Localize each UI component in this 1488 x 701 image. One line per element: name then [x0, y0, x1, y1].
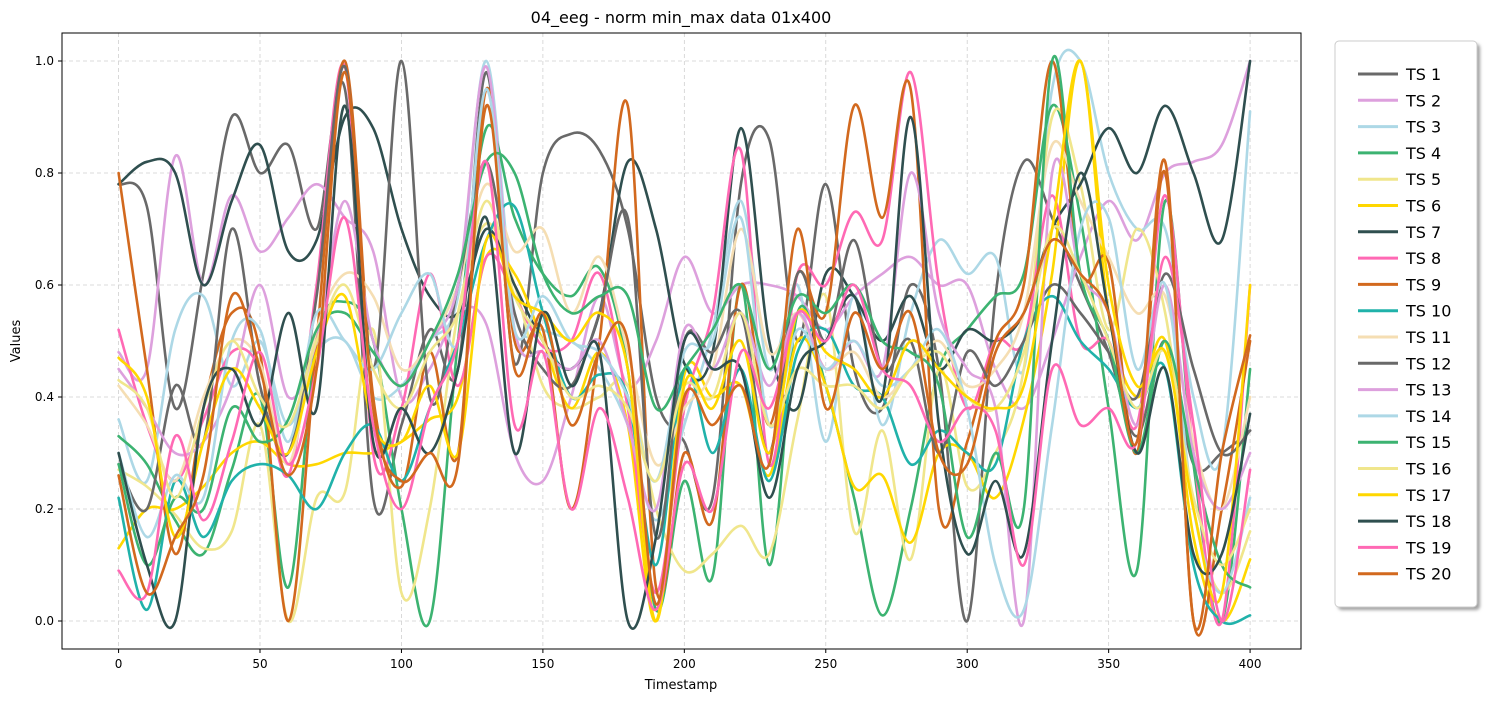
- legend-label-ts-8: TS 8: [1405, 249, 1441, 268]
- chart-title: 04_eeg - norm min_max data 01x400: [531, 8, 832, 28]
- x-tick-label: 200: [673, 657, 696, 671]
- legend-label-ts-6: TS 6: [1405, 197, 1441, 216]
- series-line-ts-20: [117, 70, 1252, 631]
- legend-label-ts-2: TS 2: [1405, 91, 1441, 110]
- y-tick-label: 0.6: [35, 278, 54, 292]
- y-tick-label: 0.4: [35, 390, 54, 404]
- x-tick-label: 300: [956, 657, 979, 671]
- x-tick-label: 0: [115, 657, 123, 671]
- x-axis-label: Timestamp: [644, 678, 718, 693]
- legend-label-ts-17: TS 17: [1405, 486, 1451, 505]
- x-tick-label: 50: [252, 657, 267, 671]
- legend-label-ts-12: TS 12: [1405, 354, 1451, 373]
- y-tick-label: 0.2: [35, 502, 54, 516]
- y-axis-label: Values: [9, 320, 24, 363]
- legend-label-ts-3: TS 3: [1405, 118, 1441, 137]
- legend-label-ts-5: TS 5: [1405, 170, 1441, 189]
- legend-box: [1334, 40, 1478, 608]
- y-tick-label: 0.0: [35, 614, 54, 628]
- legend: TS 1 TS 2 TS 3 TS 4 TS 5 TS 6 TS 7 TS 8 TS 9 TS 1…: [1334, 40, 1478, 608]
- x-tick-label: 250: [814, 657, 837, 671]
- plot-frame: [61, 32, 1302, 650]
- legend-label-ts-9: TS 9: [1405, 275, 1441, 294]
- y-tick-label: 1.0: [35, 54, 54, 68]
- legend-label-ts-11: TS 11: [1405, 328, 1451, 347]
- series-line-ts-15: [117, 55, 1252, 589]
- x-tick-label: 350: [1097, 657, 1120, 671]
- legend-label-ts-19: TS 19: [1405, 538, 1451, 557]
- x-tick-label: 100: [390, 657, 413, 671]
- y-tick-label: 0.8: [35, 166, 54, 180]
- x-axis-ticks: 0 50 100 150 200 250 300 350 400: [115, 649, 1262, 671]
- series-line-ts-18: [117, 104, 1252, 630]
- x-tick-label: 150: [531, 657, 554, 671]
- series-lines: [117, 48, 1252, 637]
- legend-label-ts-18: TS 18: [1405, 512, 1451, 531]
- legend-label-ts-10: TS 10: [1405, 302, 1451, 321]
- legend-label-ts-7: TS 7: [1405, 223, 1441, 242]
- x-tick-label: 400: [1239, 657, 1262, 671]
- legend-label-ts-15: TS 15: [1405, 433, 1451, 452]
- legend-label-ts-4: TS 4: [1405, 144, 1441, 163]
- series-line-ts-1: [117, 70, 1252, 623]
- legend-label-ts-1: TS 1: [1405, 65, 1441, 84]
- legend-label-ts-16: TS 16: [1405, 460, 1451, 479]
- legend-label-ts-13: TS 13: [1405, 381, 1451, 400]
- y-axis-ticks: 0.0 0.2 0.4 0.6 0.8 1.0: [35, 54, 62, 628]
- series-line-ts-4: [117, 103, 1252, 628]
- legend-label-ts-20: TS 20: [1405, 565, 1451, 584]
- legend-label-ts-14: TS 14: [1405, 407, 1451, 426]
